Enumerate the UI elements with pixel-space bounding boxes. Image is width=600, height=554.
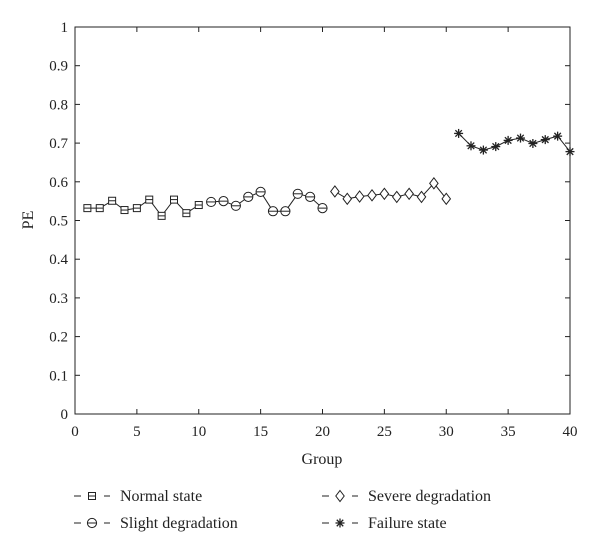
data-point-4	[540, 135, 550, 145]
data-point-4	[565, 147, 575, 157]
y-tick-label: 0.7	[49, 136, 68, 152]
legend-marker	[335, 518, 345, 528]
data-point-1	[95, 204, 104, 213]
x-axis-label: Group	[302, 451, 343, 468]
x-tick-label: 10	[191, 424, 206, 440]
data-point-4	[478, 145, 488, 155]
y-tick-label: 0.3	[49, 291, 68, 307]
y-tick-label: 0	[61, 407, 69, 423]
series-lines	[87, 133, 571, 217]
data-point-4	[528, 138, 538, 148]
data-point-1	[170, 195, 178, 204]
data-point-2	[305, 191, 316, 202]
legend: Normal state Slight degradation Severe deg…	[74, 488, 491, 532]
y-tick-label: 1	[61, 20, 69, 36]
legend-label: Normal state	[120, 488, 202, 505]
y-tick-label: 0.4	[49, 252, 68, 268]
data-point-3	[342, 192, 353, 206]
x-tick-label: 25	[377, 424, 392, 440]
y-tick-label: 0.2	[49, 330, 68, 346]
y-axis-label: PE	[20, 211, 37, 230]
data-point-2	[280, 206, 291, 217]
data-point-1	[108, 196, 117, 205]
series-line-4	[458, 133, 571, 152]
data-point-3	[391, 190, 402, 204]
series-line-1	[87, 198, 200, 217]
y-tick-label: 0.5	[49, 214, 68, 230]
data-point-2	[230, 200, 241, 211]
data-point-4	[553, 131, 563, 141]
y-tick-label: 0.6	[49, 175, 68, 191]
data-point-3	[379, 187, 390, 201]
legend-marker	[88, 492, 96, 500]
x-tick-label: 20	[315, 424, 330, 440]
data-point-4	[466, 141, 476, 151]
data-point-1	[120, 206, 129, 215]
data-point-1	[145, 195, 154, 204]
legend-marker	[86, 517, 98, 529]
data-point-1	[132, 204, 141, 213]
data-point-4	[503, 135, 513, 145]
data-point-3	[441, 192, 452, 206]
data-point-3	[354, 190, 365, 203]
x-tick-label: 35	[501, 424, 516, 440]
legend-label: Severe degradation	[368, 488, 491, 505]
legend-item: Normal state	[74, 488, 202, 505]
legend-marker	[335, 489, 345, 503]
data-point-1	[83, 204, 92, 213]
y-tick-label: 0.9	[49, 59, 68, 75]
y-tick-label: 0.1	[49, 368, 68, 384]
axis-ticks: 0 5 10 15 20 25 30 35 40 0 0.1 0.2 0.3 0.4 0.5 0.6 0.7 0.…	[49, 20, 577, 440]
data-point-4	[491, 142, 501, 152]
series-line-3	[334, 182, 447, 200]
data-point-2	[267, 206, 279, 217]
series-markers	[83, 128, 575, 220]
x-tick-label: 5	[133, 424, 141, 440]
legend-item: Failure state	[322, 515, 447, 532]
series-line-2	[211, 191, 323, 212]
x-tick-label: 0	[71, 424, 79, 440]
data-point-2	[317, 203, 328, 214]
data-point-4	[454, 128, 464, 138]
y-tick-label: 0.8	[49, 97, 68, 113]
data-point-3	[330, 185, 340, 198]
data-point-1	[194, 201, 203, 210]
data-point-2	[255, 186, 266, 197]
data-point-3	[404, 187, 414, 201]
plot-frame	[74, 26, 571, 415]
legend-label: Slight degradation	[120, 515, 238, 532]
x-tick-label: 15	[253, 424, 268, 440]
data-point-3	[416, 190, 427, 204]
data-point-1	[182, 209, 191, 218]
x-tick-label: 40	[563, 424, 578, 440]
plot-area: 0 5 10 15 20 25 30 35 40 0 0.1 0.2 0.3 0.4 0.5 0.6 0.7 0.…	[49, 20, 577, 440]
data-point-2	[218, 196, 229, 207]
data-point-3	[429, 177, 439, 190]
data-point-2	[243, 191, 254, 202]
legend-item: Slight degradation	[74, 515, 238, 532]
data-point-1	[157, 211, 166, 220]
x-tick-label: 30	[439, 424, 454, 440]
data-point-3	[367, 189, 377, 202]
data-point-2	[292, 188, 303, 199]
data-point-2	[206, 196, 217, 208]
data-point-4	[516, 133, 525, 143]
legend-item: Severe degradation	[322, 488, 491, 505]
legend-label: Failure state	[368, 515, 447, 532]
